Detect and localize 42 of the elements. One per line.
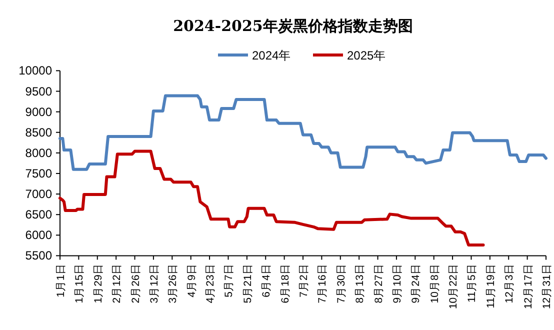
x-tick-label: 7月16日 bbox=[316, 264, 329, 304]
x-tick-label: 12月31日 bbox=[541, 264, 553, 310]
x-tick-label: 5月21日 bbox=[242, 264, 254, 304]
y-tick-label: 8500 bbox=[25, 125, 52, 140]
y-tick-label: 9000 bbox=[25, 104, 52, 119]
x-tick-label: 12月17日 bbox=[522, 264, 534, 310]
chart-title: 2024-2025年炭黑价格指数走势图 bbox=[173, 17, 413, 35]
x-tick-label: 10月22日 bbox=[448, 264, 460, 310]
x-tick-label: 3月12日 bbox=[148, 264, 160, 304]
legend-label: 2025年 bbox=[347, 48, 386, 62]
x-tick-label: 4月23日 bbox=[204, 264, 217, 304]
legend-label: 2024年 bbox=[252, 48, 291, 62]
x-tick-label: 11月19日 bbox=[484, 264, 497, 308]
y-tick-label: 9500 bbox=[25, 84, 52, 98]
x-tick-label: 10月8日 bbox=[428, 264, 441, 304]
y-tick-label: 8000 bbox=[25, 146, 52, 160]
x-tick-label: 9月10日 bbox=[391, 264, 404, 304]
x-tick-label: 7月30日 bbox=[335, 264, 348, 304]
x-tick-label: 7月2日 bbox=[298, 264, 310, 298]
x-tick-label: 8月13日 bbox=[354, 264, 366, 304]
x-tick-label: 11月5日 bbox=[466, 264, 478, 302]
x-tick-label: 9月24日 bbox=[410, 264, 422, 304]
y-tick-label: 7000 bbox=[25, 187, 52, 202]
y-tick-label: 6000 bbox=[25, 228, 52, 242]
line-series bbox=[58, 150, 485, 247]
x-tick-label: 1月15日 bbox=[74, 264, 86, 304]
x-tick-label: 5月7日 bbox=[223, 264, 236, 298]
x-tick-label: 6月4日 bbox=[260, 264, 273, 298]
x-tick-label: 2月26日 bbox=[130, 264, 142, 304]
y-tick-label: 5500 bbox=[25, 248, 52, 263]
y-tick-label: 6500 bbox=[25, 208, 52, 222]
x-tick-label: 3月26日 bbox=[167, 264, 180, 304]
x-tick-label: 6月18日 bbox=[279, 264, 292, 304]
x-tick-label: 4月9日 bbox=[186, 264, 198, 298]
y-tick-label: 7500 bbox=[25, 166, 52, 180]
x-tick-label: 8月27日 bbox=[372, 264, 385, 304]
x-tick-label: 1月29日 bbox=[92, 264, 104, 304]
x-tick-label: 2月12日 bbox=[111, 264, 124, 304]
line-series bbox=[58, 94, 548, 171]
x-tick-label: 1月1日 bbox=[55, 264, 67, 298]
y-tick-label: 10000 bbox=[18, 64, 52, 78]
x-tick-label: 12月3日 bbox=[504, 264, 516, 304]
